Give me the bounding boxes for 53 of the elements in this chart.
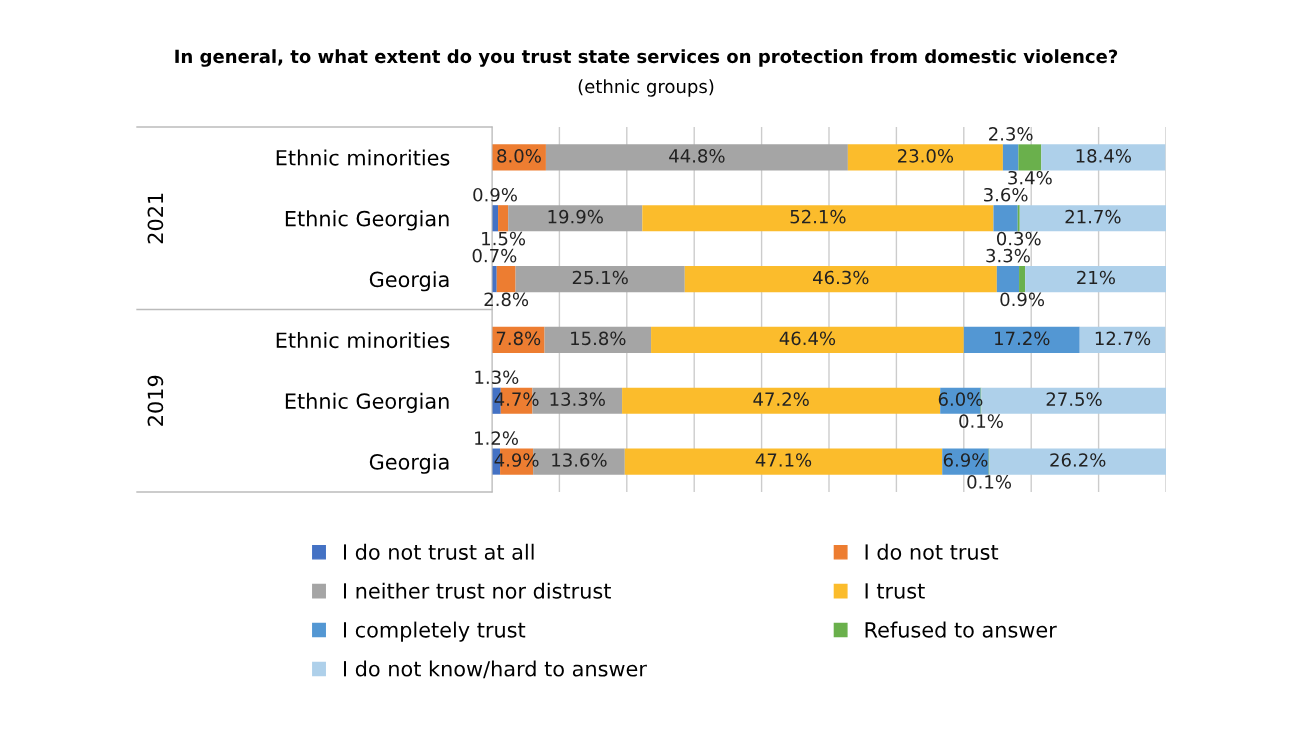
legend-label: I do not trust	[865, 543, 999, 560]
data-label: 2.3%	[989, 127, 1033, 141]
data-label: 17.2%	[995, 331, 1050, 346]
data-label: 8.0%	[497, 149, 541, 163]
data-label: 1.3%	[475, 370, 519, 385]
y-tick-label: Georgia	[369, 453, 449, 474]
data-label: 52.1%	[790, 209, 846, 224]
data-label: 25.1%	[572, 270, 628, 285]
legend-label: I trust	[865, 583, 925, 599]
legend-label: I do not know/hard to answer	[343, 660, 647, 679]
data-label: 0.1%	[967, 475, 1012, 489]
data-label: 21%	[1077, 270, 1115, 285]
chart-title: In general, to what extent do you trust state services on protection from domestic violence?	[175, 49, 1118, 67]
data-label: 0.9%	[473, 187, 517, 202]
y-tick-label: Ethnic Georgian	[285, 210, 449, 231]
data-label: 13.6%	[552, 453, 607, 467]
legend-label: Refused to answer	[865, 621, 1057, 638]
text: 2021	[147, 193, 164, 244]
data-label: 0.3%	[996, 231, 1041, 246]
data-label: 47.1%	[755, 453, 812, 467]
data-label: 23.0%	[898, 149, 954, 163]
data-label: 1.2%	[475, 431, 518, 445]
data-label: 0.1%	[959, 414, 1003, 428]
data-label: 0.9%	[1000, 292, 1045, 307]
legend-label: I completely trust	[343, 621, 526, 642]
data-label: 6.9%	[943, 453, 988, 467]
data-label: 21.7%	[1065, 209, 1121, 224]
legend-label: I neither trust nor distrust	[343, 582, 611, 599]
data-label: 12.7%	[1095, 331, 1151, 346]
data-label: 44.8%	[669, 149, 725, 163]
data-label: 15.8%	[571, 331, 626, 346]
data-label: 7.8%	[496, 331, 541, 346]
data-label: 46.3%	[813, 270, 869, 285]
data-label: 3.6%	[984, 187, 1028, 202]
data-label: 27.5%	[1046, 392, 1102, 406]
text: 2019	[147, 375, 164, 426]
data-label: 46.4%	[779, 331, 836, 346]
data-label: 19.9%	[548, 209, 603, 224]
y-tick-label: Georgia	[369, 271, 449, 292]
data-label: 18.4%	[1076, 149, 1131, 163]
data-label: 2.8%	[484, 292, 529, 307]
chart-subtitle: (ethnic groups)	[578, 79, 714, 97]
data-label: 13.3%	[550, 392, 605, 406]
data-label: 0.7%	[472, 248, 517, 263]
y-tick-label: Ethnic minorities	[276, 149, 450, 166]
data-label: 3.4%	[1008, 170, 1052, 185]
data-label: 47.2%	[753, 392, 809, 406]
y-tick-label: Ethnic Georgian	[285, 392, 449, 413]
legend-label: I do not trust at all	[343, 543, 534, 560]
data-label: 3.3%	[986, 248, 1030, 263]
data-label: 26.2%	[1050, 453, 1106, 467]
y-tick-label: Ethnic minorities	[276, 332, 450, 349]
data-label: 1.5%	[482, 231, 526, 246]
